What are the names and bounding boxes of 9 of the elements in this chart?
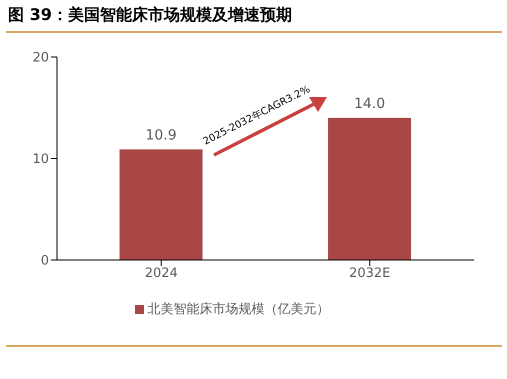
y-tick-label: 10 [32,152,49,168]
data-label: 10.9 [145,127,177,144]
x-tick-label: 2024 [144,266,178,282]
y-tick-label: 0 [40,254,49,269]
x-tick-label: 2032E [349,266,390,282]
legend-label: 北美智能床市场规模（亿美元） [148,302,330,317]
data-label: 14.0 [354,96,386,112]
y-tick-label: 20 [32,50,49,66]
chart-title: 图 39：美国智能床市场规模及增速预期 [8,5,292,26]
